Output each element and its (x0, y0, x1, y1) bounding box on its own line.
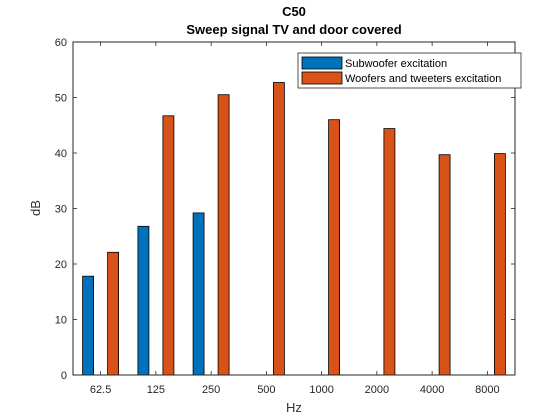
y-tick-label-60: 60 (55, 37, 67, 49)
legend-swatch-woofers-tweeters (301, 71, 343, 85)
x-tick-label-8000: 8000 (475, 384, 499, 396)
chart-subtitle: Sweep signal TV and door covered (186, 22, 401, 37)
ticks-layer: 62.5 125 250 500 1000 2000 4000 8000 0 10 20 30 40 50… (55, 37, 515, 396)
x-tick-label-2000: 2000 (365, 384, 389, 396)
legend-label-woofers-tweeters: Woofers and tweeters excitation (345, 73, 501, 85)
x-tick-label-250: 250 (202, 384, 220, 396)
chart-title: C50 (282, 4, 306, 19)
x-tick-label-125: 125 (147, 384, 165, 396)
bar-woofers-and-tweeters-excitation-4000 (438, 154, 451, 376)
y-tick-label-50: 50 (55, 93, 67, 105)
bars-layer (82, 82, 506, 376)
x-axis-label: Hz (286, 400, 302, 415)
bar-subwoofer-excitation-250 (192, 212, 205, 376)
x-tick-label-4000: 4000 (420, 384, 444, 396)
x-tick-label-1000: 1000 (309, 384, 333, 396)
bar-woofers-and-tweeters-excitation-8000 (493, 153, 506, 376)
bar-woofers-and-tweeters-excitation-1000 (328, 119, 341, 376)
legend-label-subwoofer: Subwoofer excitation (345, 58, 447, 70)
bar-woofers-and-tweeters-excitation-2000 (383, 128, 396, 376)
y-axis-label: dB (28, 200, 43, 216)
x-tick-label-62-5: 62.5 (90, 384, 111, 396)
bar-woofers-and-tweeters-excitation-62-5 (107, 251, 119, 376)
bar-subwoofer-excitation-125 (137, 225, 150, 376)
y-tick-label-40: 40 (55, 148, 67, 160)
y-tick-label-20: 20 (55, 259, 67, 271)
legend-swatch-subwoofer (301, 56, 343, 70)
y-tick-label-30: 30 (55, 204, 67, 216)
bar-subwoofer-excitation-62-5 (82, 275, 94, 376)
bar-woofers-and-tweeters-excitation-250 (217, 94, 230, 376)
y-tick-label-10: 10 (55, 315, 67, 327)
y-tick-label-0: 0 (61, 370, 67, 382)
bar-woofers-and-tweeters-excitation-500 (272, 82, 285, 376)
bar-woofers-and-tweeters-excitation-125 (162, 115, 175, 376)
x-tick-label-500: 500 (257, 384, 275, 396)
legend: Subwoofer excitation Woofers and tweeter… (297, 52, 522, 89)
